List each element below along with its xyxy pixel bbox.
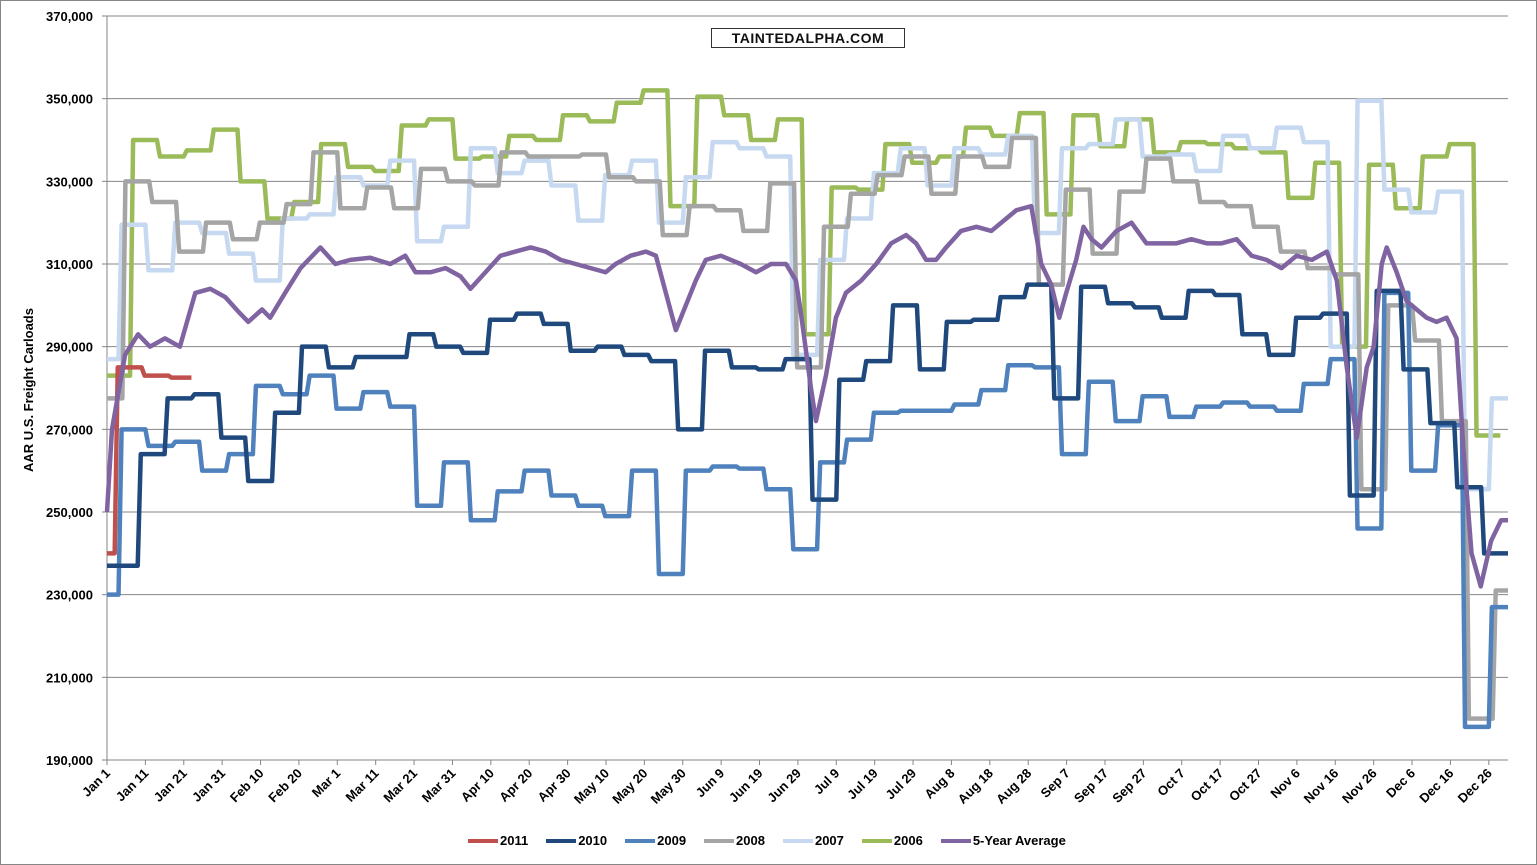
y-tick-label: 250,000 [46, 505, 93, 520]
y-tick-label: 370,000 [46, 9, 93, 24]
series-line-2007 [107, 98, 1508, 492]
x-tick-label: Jul 9 [811, 766, 843, 798]
y-tick-label: 290,000 [46, 340, 93, 355]
legend-item: 2010 [546, 833, 607, 848]
x-tick-label: Jul 29 [883, 766, 920, 803]
legend-item: 2011 [468, 833, 528, 848]
series-line-2010 [107, 282, 1508, 568]
legend-label: 2008 [736, 833, 765, 848]
x-tick-label: Oct 7 [1154, 766, 1188, 800]
x-tick-label: Mar 1 [309, 766, 344, 801]
legend-label: 5-Year Average [972, 833, 1066, 848]
legend-label: 2011 [500, 833, 529, 848]
x-tick-label: Nov 16 [1301, 766, 1342, 807]
y-tick-label: 270,000 [46, 422, 93, 437]
y-tick-label: 330,000 [46, 174, 93, 189]
legend-swatch [861, 838, 892, 843]
x-tick-label: Jan 1 [79, 766, 113, 800]
x-tick-label: Oct 27 [1226, 766, 1265, 805]
x-tick-label: May 30 [648, 766, 689, 807]
y-tick-label: 190,000 [46, 753, 93, 768]
series-line-2008 [107, 135, 1508, 721]
legend-item: 5-Year Average [940, 833, 1066, 848]
x-tick-label: Apr 30 [535, 766, 574, 805]
y-tick-label: 350,000 [46, 92, 93, 107]
legend-label: 2006 [893, 833, 923, 848]
x-tick-label: Jul 19 [844, 766, 881, 803]
watermark-logo: TAINTEDALPHA.COM [711, 28, 905, 48]
legend-item: 2008 [704, 833, 765, 848]
legend: 2011 2010 2009 2008 2007 2006 5-Year Average [468, 833, 1084, 848]
legend-swatch [782, 838, 813, 843]
x-tick-label: Apr 10 [458, 766, 497, 805]
x-tick-label: Mar 11 [343, 766, 382, 805]
x-tick-label: Dec 26 [1455, 766, 1495, 806]
x-tick-label: May 10 [571, 766, 612, 807]
x-tick-label: May 20 [609, 766, 650, 807]
x-tick-label: Mar 31 [419, 766, 459, 806]
y-axis-label: AAR U.S. Freight Carloads [21, 308, 36, 472]
x-tick-label: Jan 11 [113, 766, 152, 805]
legend-label: 2010 [578, 833, 608, 848]
series-line-2009 [107, 290, 1508, 730]
legend-item: 2009 [625, 833, 686, 848]
x-tick-label: Sep 17 [1071, 766, 1111, 806]
legend-swatch [704, 838, 735, 843]
x-tick-label: Feb 20 [265, 766, 305, 806]
series-line-5-year-average [104, 203, 1508, 589]
x-tick-label: Sep 27 [1109, 766, 1149, 806]
legend-label: 2007 [814, 833, 844, 848]
x-tick-label: Dec 6 [1383, 766, 1418, 801]
x-tick-label: Aug 18 [955, 766, 996, 807]
x-tick-label: Jun 19 [726, 766, 766, 806]
x-tick-label: Nov 6 [1267, 766, 1303, 802]
x-tick-label: Nov 26 [1339, 766, 1380, 807]
x-tick-label: Feb 10 [227, 766, 267, 806]
legend-item: 2007 [782, 833, 844, 848]
series-line-2006 [107, 88, 1501, 438]
legend-swatch [940, 838, 971, 843]
y-tick-label: 310,000 [46, 257, 93, 272]
x-tick-label: Jan 21 [151, 766, 190, 805]
legend-swatch [468, 838, 498, 843]
x-tick-label: Aug 28 [993, 766, 1034, 807]
legend-swatch [625, 838, 656, 843]
legend-swatch [546, 838, 577, 843]
y-tick-label: 230,000 [46, 588, 93, 603]
y-tick-label: 210,000 [46, 670, 93, 685]
legend-label: 2009 [657, 833, 687, 848]
series-line-2011 [107, 365, 192, 556]
x-tick-label: Jun 29 [764, 766, 804, 806]
x-tick-label: Sep 7 [1038, 766, 1073, 801]
legend-item: 2006 [861, 833, 923, 848]
x-tick-label: Jan 31 [189, 766, 228, 805]
x-tick-label: Dec 16 [1416, 766, 1456, 806]
x-tick-label: Aug 8 [921, 766, 957, 802]
x-tick-label: Jun 9 [693, 766, 728, 801]
x-tick-label: Apr 20 [496, 766, 535, 805]
x-tick-label: Mar 21 [380, 766, 420, 806]
x-tick-label: Oct 17 [1188, 766, 1227, 805]
